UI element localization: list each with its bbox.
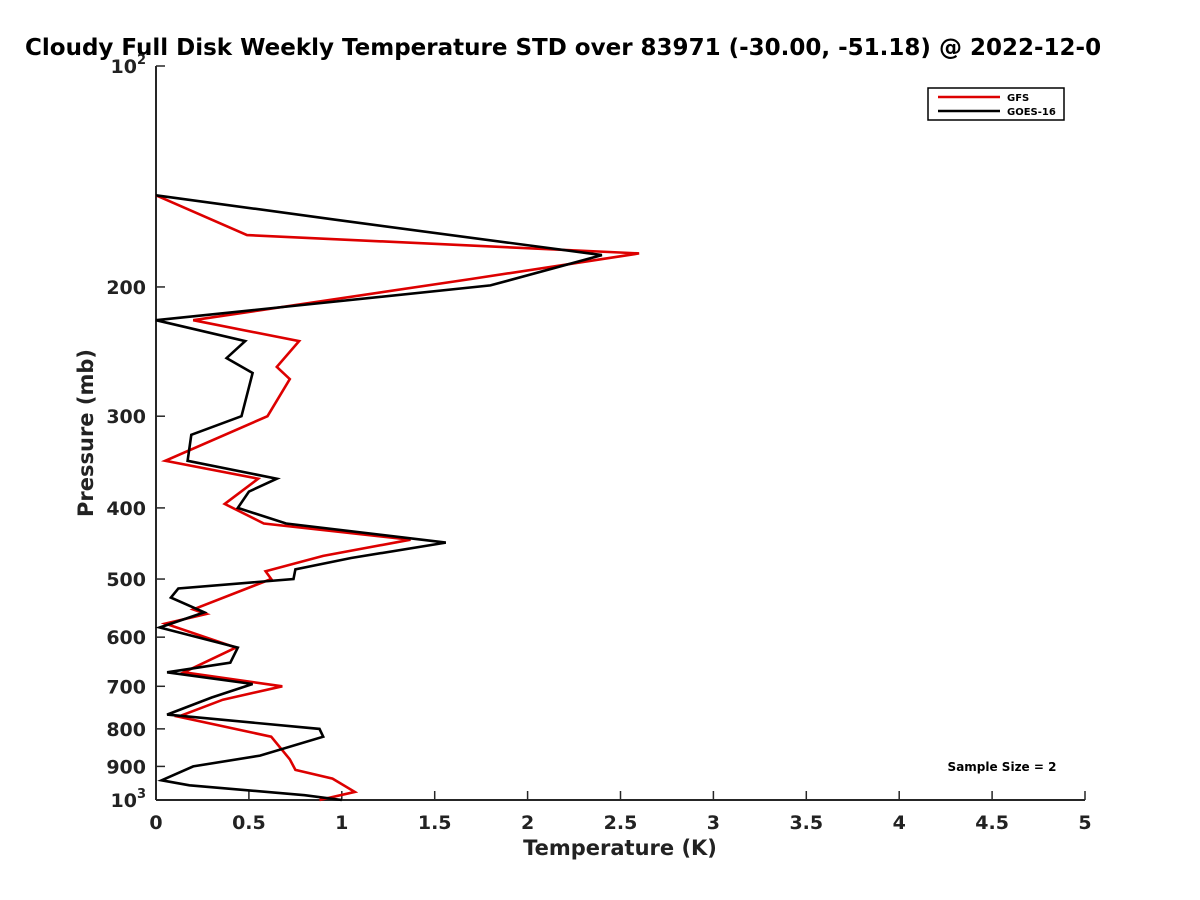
y-axis-ticks: 102 200 300 400 500 600 700 800 900 103: [106, 53, 165, 812]
y-tick-label: 200: [106, 277, 146, 299]
x-tick-label: 2: [521, 812, 534, 834]
y-tick-label: 700: [106, 676, 146, 698]
y-tick-label: 103: [111, 787, 147, 812]
x-tick-label: 4: [893, 812, 906, 834]
y-tick-label: 300: [106, 406, 146, 428]
x-tick-label: 5: [1078, 812, 1091, 834]
y-axis-label: Pressure (mb): [74, 349, 98, 517]
legend-label: GOES-16: [1007, 107, 1056, 118]
y-tick-label: 800: [106, 719, 146, 741]
legend-label: GFS: [1007, 93, 1029, 104]
x-tick-label: 0.5: [232, 812, 266, 834]
sample-size-annotation: Sample Size = 2: [948, 760, 1057, 774]
x-axis-ticks: 0 0.5 1 1.5 2 2.5 3 3.5 4 4.5 5: [149, 791, 1092, 834]
y-tick-label: 900: [106, 756, 146, 778]
chart-title: Cloudy Full Disk Weekly Temperature STD …: [25, 35, 1101, 61]
y-tick-label: 400: [106, 498, 146, 520]
y-tick-label: 500: [106, 569, 146, 591]
x-axis-label: Temperature (K): [523, 836, 717, 860]
legend-box: [927, 87, 1065, 121]
x-tick-label: 3.5: [789, 812, 823, 834]
legend: GFS GOES-16: [927, 87, 1065, 121]
x-tick-label: 1: [335, 812, 348, 834]
series-line-gfs: [155, 194, 640, 802]
x-tick-label: 0: [149, 812, 162, 834]
y-tick-label: 102: [111, 53, 147, 78]
series-lines: [155, 194, 640, 802]
y-tick-label: 600: [106, 627, 146, 649]
x-tick-label: 3: [707, 812, 720, 834]
x-tick-label: 4.5: [975, 812, 1009, 834]
x-tick-label: 1.5: [418, 812, 452, 834]
series-line-goes-16: [155, 194, 603, 802]
x-tick-label: 2.5: [604, 812, 638, 834]
